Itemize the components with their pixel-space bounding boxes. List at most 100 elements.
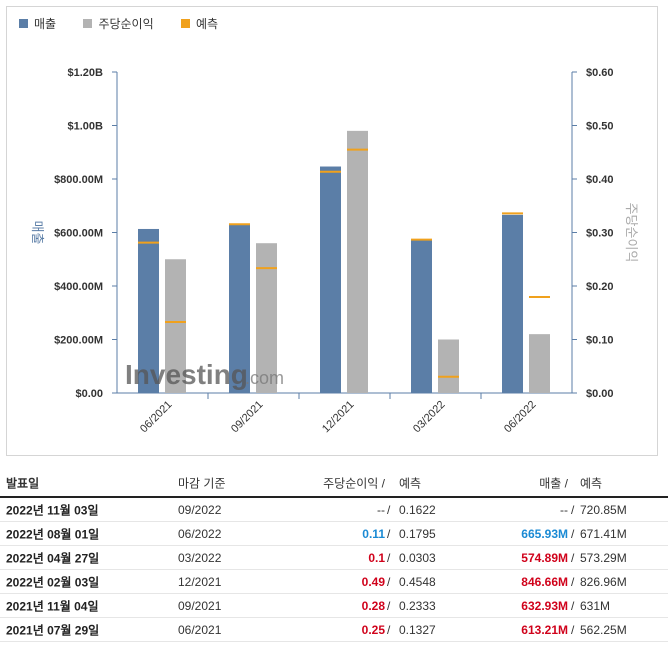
row-period: 09/2022	[178, 502, 222, 517]
header-date[interactable]: 발표일	[6, 476, 40, 491]
right-axis-tick-label: $0.30	[586, 228, 614, 240]
row-eps-separator: /	[387, 598, 391, 613]
row-date: 2021년 11월 04일	[6, 599, 99, 613]
header-eps-forecast[interactable]: 예측	[399, 476, 422, 491]
row-revenue-forecast: 562.25M	[580, 622, 627, 637]
table-row: 2022년 08월 01일 06/2022 0.11/0.1795 665.93M/6…	[0, 522, 668, 546]
watermark-brand: Investing	[125, 359, 248, 390]
legend-item-eps: 주당순이익	[83, 15, 154, 32]
table-row: 2022년 02월 03일 12/2021 0.49/0.4548 846.66M/8…	[0, 570, 668, 594]
row-eps-forecast: 0.4548	[399, 574, 436, 589]
row-eps: 0.49	[361, 574, 385, 589]
row-date: 2021년 07월 29일	[6, 623, 100, 637]
header-eps[interactable]: 주당순이익 /	[323, 476, 385, 491]
row-eps: 0.11	[362, 526, 385, 541]
right-axis-tick-label: $0.50	[586, 121, 614, 133]
earnings-chart: 매출 주당순이익 예측 $0.00 $200.00M $400.00M $600.00…	[6, 6, 658, 456]
legend-swatch-forecast	[180, 19, 190, 28]
eps-bar	[256, 243, 277, 393]
right-axis-tick-label: $0.40	[586, 174, 614, 186]
row-eps-separator: /	[387, 574, 391, 589]
chart-legend: 매출 주당순이익 예측	[19, 15, 242, 32]
right-axis-tick-label: $0.20	[586, 281, 614, 293]
row-eps: 0.25	[361, 622, 385, 637]
row-eps: 0.28	[361, 598, 385, 613]
left-axis-title: 매출	[30, 221, 45, 245]
row-period: 12/2021	[178, 574, 222, 589]
legend-swatch-eps	[83, 19, 93, 28]
revenue-bar	[229, 223, 250, 393]
left-axis-tick-label: $800.00M	[54, 174, 103, 186]
row-eps-forecast: 0.1795	[399, 526, 436, 541]
row-revenue-separator: /	[571, 574, 575, 589]
row-eps: --	[377, 502, 385, 517]
row-revenue-forecast: 631M	[580, 598, 611, 613]
revenue-bar	[502, 214, 523, 393]
header-revenue[interactable]: 매출 /	[539, 476, 568, 491]
x-axis-tick-label: 09/2021	[229, 399, 266, 436]
earnings-table: 발표일 마감 기준 주당순이익 / 예측 매출 / 예측 2022년 11월 0…	[0, 470, 668, 642]
row-revenue-forecast: 671.41M	[580, 526, 627, 541]
table-row: 2022년 11월 03일 09/2022 --/0.1622 --/720.85M	[0, 498, 668, 522]
row-revenue-separator: /	[571, 598, 575, 613]
revenue-bar	[320, 166, 341, 393]
left-axis-tick-label: $200.00M	[54, 335, 103, 347]
row-eps-forecast: 0.1327	[399, 622, 436, 637]
right-axis-tick-label: $0.60	[586, 67, 614, 79]
row-revenue-separator: /	[571, 502, 575, 517]
legend-label-revenue: 매출	[34, 17, 57, 31]
watermark-suffix: .com	[245, 368, 284, 388]
legend-label-eps: 주당순이익	[98, 17, 154, 31]
row-eps-forecast: 0.0303	[399, 550, 436, 565]
row-eps-separator: /	[387, 526, 391, 541]
row-revenue: 574.89M	[521, 550, 568, 565]
row-revenue: --	[560, 502, 568, 517]
row-period: 09/2021	[178, 598, 222, 613]
eps-bar	[438, 339, 459, 393]
legend-item-forecast: 예측	[180, 15, 219, 32]
right-axis-tick-label: $0.10	[586, 335, 614, 347]
row-date: 2022년 02월 03일	[6, 575, 100, 589]
eps-bar	[347, 130, 368, 393]
revenue-bar	[138, 228, 159, 393]
row-revenue: 665.93M	[521, 526, 568, 541]
left-axis-tick-label: $600.00M	[54, 228, 103, 240]
row-revenue-forecast: 826.96M	[580, 574, 627, 589]
header-revenue-forecast[interactable]: 예측	[580, 476, 603, 491]
row-revenue-separator: /	[571, 622, 575, 637]
row-revenue-forecast: 573.29M	[580, 550, 627, 565]
legend-swatch-revenue	[19, 19, 28, 28]
left-axis-tick-label: $400.00M	[54, 281, 103, 293]
table-row: 2021년 07월 29일 06/2021 0.25/0.1327 613.21M/5…	[0, 618, 668, 642]
legend-label-forecast: 예측	[195, 17, 219, 31]
row-eps: 0.1	[368, 550, 385, 565]
eps-bar	[529, 334, 550, 393]
row-revenue: 613.21M	[521, 622, 568, 637]
row-revenue: 632.93M	[521, 598, 568, 613]
x-axis-tick-label: 06/2021	[138, 399, 175, 436]
row-eps-separator: /	[387, 622, 391, 637]
row-date: 2022년 04월 27일	[6, 551, 100, 565]
row-revenue-forecast: 720.85M	[580, 502, 627, 517]
row-period: 06/2021	[178, 622, 222, 637]
right-axis-title: 주당순이익	[624, 203, 639, 263]
table-row: 2021년 11월 04일 09/2021 0.28/0.2333 632.93M/6…	[0, 594, 668, 618]
left-axis-tick-label: $1.00B	[68, 121, 104, 133]
table-header-row: 발표일 마감 기준 주당순이익 / 예측 매출 / 예측	[0, 470, 668, 498]
row-eps-forecast: 0.2333	[399, 598, 436, 613]
legend-item-revenue: 매출	[19, 15, 56, 32]
row-revenue-separator: /	[571, 550, 575, 565]
x-axis-tick-label: 12/2021	[320, 399, 357, 436]
x-axis-tick-label: 03/2022	[411, 399, 448, 436]
chart-plot: $0.00 $200.00M $400.00M $600.00M $800.00M $1.…	[30, 67, 639, 436]
revenue-bar	[411, 239, 432, 393]
row-eps-separator: /	[387, 550, 391, 565]
row-eps-separator: /	[387, 502, 391, 517]
header-period[interactable]: 마감 기준	[178, 476, 226, 491]
left-axis-tick-label: $1.20B	[68, 67, 104, 79]
row-date: 2022년 08월 01일	[6, 527, 100, 541]
table-row: 2022년 04월 27일 03/2022 0.1/0.0303 574.89M/57…	[0, 546, 668, 570]
eps-bar	[165, 259, 186, 393]
left-axis-tick-label: $0.00	[75, 388, 103, 400]
row-revenue: 846.66M	[521, 574, 568, 589]
